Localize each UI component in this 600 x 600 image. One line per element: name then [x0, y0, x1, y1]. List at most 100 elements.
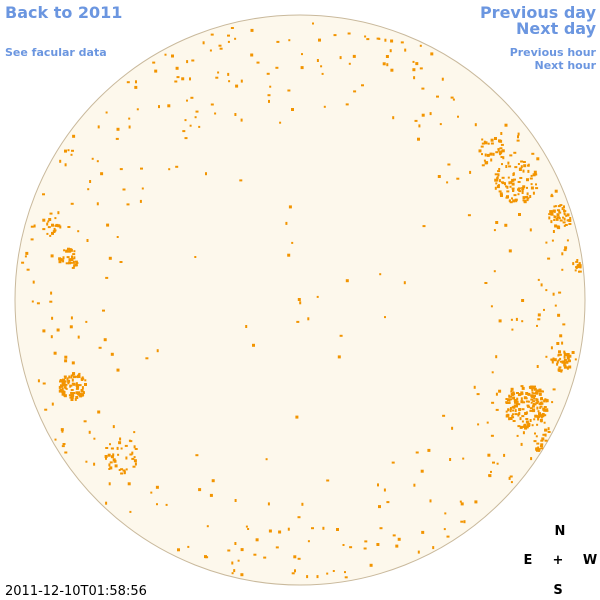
facular-spot: [427, 448, 431, 452]
facular-spot: [383, 488, 386, 492]
facular-spot: [498, 168, 501, 170]
facular-spot: [268, 529, 272, 533]
facular-spot: [497, 170, 501, 173]
facular-spot: [186, 99, 188, 102]
facular-spot: [521, 189, 524, 192]
facular-link[interactable]: See facular data: [5, 46, 107, 59]
back-link[interactable]: Back to 2011: [5, 3, 122, 22]
facular-spot: [84, 383, 87, 386]
facular-spot: [530, 186, 534, 190]
facular-spot: [145, 357, 149, 360]
facular-spot: [62, 379, 65, 383]
facular-spot: [487, 142, 490, 145]
facular-spot: [69, 396, 73, 399]
facular-spot: [53, 229, 57, 232]
next-day-link[interactable]: Next day: [516, 19, 597, 38]
facular-spot: [316, 575, 319, 579]
facular-spot: [361, 84, 364, 87]
facular-spot: [566, 219, 569, 222]
facular-spot: [496, 176, 499, 180]
facular-spot: [168, 168, 171, 171]
facular-spot: [505, 185, 508, 188]
facular-spot: [73, 256, 76, 260]
facular-spot: [129, 440, 133, 443]
facular-spot: [392, 116, 395, 120]
facular-spot: [105, 501, 108, 505]
facular-spot: [561, 207, 564, 211]
facular-spot: [391, 461, 395, 464]
facular-spot: [537, 318, 541, 321]
facular-spot: [478, 149, 482, 153]
facular-spot: [558, 209, 561, 213]
facular-spot: [495, 392, 498, 396]
facular-spot: [509, 475, 513, 478]
facular-spot: [519, 393, 523, 396]
facular-spot: [71, 149, 74, 152]
facular-spot: [128, 125, 131, 129]
facular-spot: [554, 205, 557, 208]
facular-spot: [322, 526, 325, 530]
facular-spot: [119, 437, 122, 441]
facular-spot: [558, 217, 561, 220]
facular-spot: [84, 379, 87, 382]
facular-spot: [80, 389, 84, 392]
facular-spot: [265, 458, 268, 461]
facular-spot: [473, 385, 476, 389]
facular-spot: [26, 268, 30, 271]
facular-spot: [198, 488, 202, 492]
facular-spot: [571, 351, 575, 354]
facular-spot: [413, 483, 416, 487]
facular-spot: [487, 453, 491, 457]
facular-spot: [520, 397, 523, 401]
facular-spot: [562, 360, 566, 363]
facular-spot: [112, 458, 116, 462]
facular-spot: [555, 217, 559, 221]
facular-spot: [477, 423, 480, 426]
facular-spot: [245, 325, 248, 328]
facular-spot: [447, 163, 451, 166]
facular-spot: [312, 22, 314, 25]
facular-spot: [521, 192, 524, 194]
facular-spot: [469, 170, 472, 174]
facular-spot: [247, 528, 250, 530]
facular-spot: [75, 396, 79, 399]
facular-spot: [506, 398, 510, 402]
facular-spot: [293, 555, 297, 559]
facular-spot: [136, 108, 139, 111]
facular-spot: [525, 418, 529, 420]
next-hour-link[interactable]: Next hour: [535, 59, 597, 72]
previous-hour-link[interactable]: Previous hour: [510, 46, 597, 59]
facular-spot: [538, 412, 541, 416]
facular-spot: [62, 259, 65, 263]
facular-spot: [490, 142, 494, 145]
facular-spot: [70, 248, 73, 252]
facular-spot: [42, 228, 46, 231]
facular-spot: [522, 196, 526, 200]
facular-spot: [500, 143, 504, 146]
facular-spot: [437, 175, 441, 178]
facular-spot: [36, 302, 40, 305]
facular-spot: [392, 534, 396, 537]
facular-spot: [175, 165, 179, 168]
facular-spot: [55, 223, 59, 227]
facular-spot: [559, 369, 563, 372]
facular-spot: [291, 572, 295, 575]
facular-spot: [499, 192, 503, 196]
facular-spot: [512, 413, 514, 416]
facular-spot: [86, 239, 89, 242]
facular-spot: [535, 390, 539, 394]
facular-spot: [511, 328, 514, 331]
facular-spot: [513, 194, 517, 197]
facular-spot: [104, 455, 108, 458]
facular-spot: [537, 417, 540, 421]
facular-spot: [429, 499, 432, 503]
facular-spot: [419, 67, 423, 70]
facular-spot: [182, 130, 186, 133]
facular-spot: [525, 400, 529, 403]
facular-spot: [57, 211, 60, 215]
facular-spot: [508, 200, 511, 203]
facular-spot: [42, 329, 46, 333]
facular-spot: [452, 98, 455, 101]
facular-spot: [295, 415, 299, 419]
previous-day-link[interactable]: Previous day: [480, 3, 597, 22]
